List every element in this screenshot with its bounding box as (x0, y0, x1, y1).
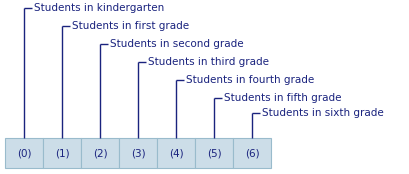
Text: Students in second grade: Students in second grade (110, 39, 243, 49)
Text: (3): (3) (130, 148, 145, 158)
Text: (1): (1) (54, 148, 69, 158)
Text: Students in sixth grade: Students in sixth grade (261, 108, 383, 118)
Bar (157, 138, 195, 168)
Bar (119, 138, 157, 168)
Text: Students in fourth grade: Students in fourth grade (186, 75, 313, 85)
Bar (5, 138, 43, 168)
Bar (232, 138, 270, 168)
Bar (43, 138, 81, 168)
Text: (4): (4) (168, 148, 183, 158)
Text: Students in first grade: Students in first grade (72, 21, 189, 31)
Text: Students in third grade: Students in third grade (148, 57, 268, 67)
Bar (81, 138, 119, 168)
Text: (5): (5) (206, 148, 221, 158)
Text: (2): (2) (92, 148, 107, 158)
Text: (0): (0) (17, 148, 31, 158)
Bar (195, 138, 232, 168)
Text: (6): (6) (244, 148, 258, 158)
Text: Students in fifth grade: Students in fifth grade (223, 93, 341, 103)
Text: Students in kindergarten: Students in kindergarten (34, 3, 164, 13)
